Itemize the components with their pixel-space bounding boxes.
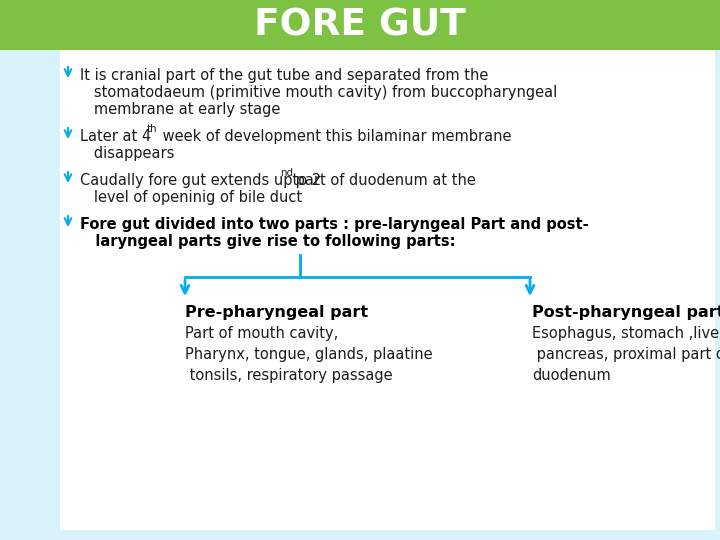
FancyBboxPatch shape bbox=[0, 50, 720, 540]
Text: Later at 4: Later at 4 bbox=[80, 129, 151, 144]
Text: disappears: disappears bbox=[80, 146, 174, 161]
Text: Fore gut divided into two parts : pre-laryngeal Part and post-: Fore gut divided into two parts : pre-la… bbox=[80, 217, 589, 232]
Text: Part of mouth cavity,: Part of mouth cavity, bbox=[185, 326, 338, 341]
Text: week of development this bilaminar membrane: week of development this bilaminar membr… bbox=[158, 129, 511, 144]
Text: Pre-pharyngeal part: Pre-pharyngeal part bbox=[185, 305, 368, 320]
Text: th: th bbox=[147, 124, 158, 134]
Text: tonsils, respiratory passage: tonsils, respiratory passage bbox=[185, 368, 392, 383]
Bar bbox=[60, 50, 715, 530]
Text: Esophagus, stomach ,liver: Esophagus, stomach ,liver bbox=[532, 326, 720, 341]
Text: pancreas, proximal part of: pancreas, proximal part of bbox=[532, 347, 720, 362]
Text: FORE GUT: FORE GUT bbox=[254, 7, 466, 43]
Text: Pharynx, tongue, glands, plaatine: Pharynx, tongue, glands, plaatine bbox=[185, 347, 433, 362]
Text: stomatodaeum (primitive mouth cavity) from buccopharyngeal: stomatodaeum (primitive mouth cavity) fr… bbox=[80, 85, 557, 100]
Text: It is cranial part of the gut tube and separated from the: It is cranial part of the gut tube and s… bbox=[80, 68, 488, 83]
Text: part of duodenum at the: part of duodenum at the bbox=[291, 173, 476, 188]
Text: membrane at early stage: membrane at early stage bbox=[80, 102, 280, 117]
Text: level of openinig of bile duct: level of openinig of bile duct bbox=[80, 190, 302, 205]
Bar bbox=[0, 0, 720, 50]
Text: Post-pharyngeal part: Post-pharyngeal part bbox=[532, 305, 720, 320]
Text: nd: nd bbox=[280, 168, 293, 178]
Text: Caudally fore gut extends upto 2: Caudally fore gut extends upto 2 bbox=[80, 173, 321, 188]
Text: laryngeal parts give rise to following parts:: laryngeal parts give rise to following p… bbox=[80, 234, 456, 249]
Text: duodenum: duodenum bbox=[532, 368, 611, 383]
